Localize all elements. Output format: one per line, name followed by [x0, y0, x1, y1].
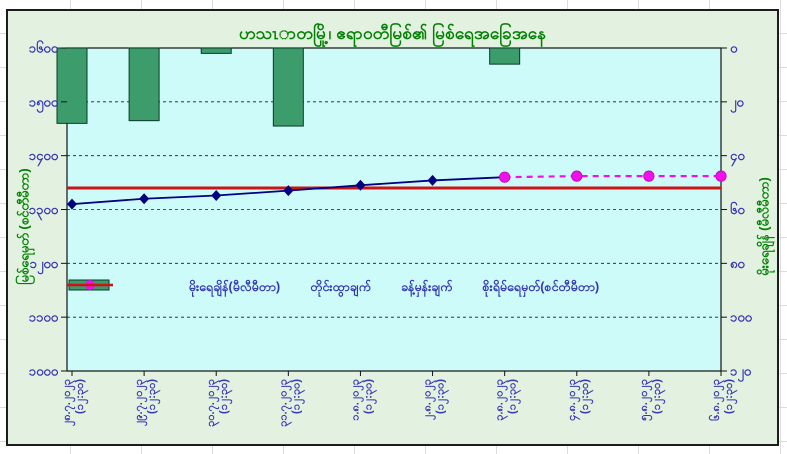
- legend-item: မိုးရေချိန်(မီလီမီတာ): [68, 279, 281, 298]
- rainfall-bar: [200, 47, 232, 54]
- left-axis-tick-label: ၁၄၀၀: [29, 148, 59, 167]
- x-axis-date-label: ၃.၈.၂၀၂၃: [494, 378, 509, 421]
- measured-point: [355, 179, 366, 191]
- legend-label: မိုးရေချိန်(မီလီမီတာ): [188, 280, 281, 294]
- legend-item: ခန့်မှန်းချက်: [67, 280, 453, 298]
- rainfall-bar: [489, 47, 521, 65]
- right-axis-tick-label: ၆၀: [730, 201, 745, 217]
- left-axis-tick-label: ၁၅၀၀: [29, 94, 59, 113]
- forecast-point: [571, 170, 583, 182]
- x-axis-date-label: ၄.၈.၂၀၂၃: [566, 378, 581, 421]
- legend-item: တိုင်းထွာချက်: [67, 280, 371, 298]
- right-axis-tick-label: ၀: [730, 41, 738, 56]
- left-axis-tick-label: ၁၁၀၀: [29, 310, 59, 325]
- rainfall-bar: [56, 47, 88, 124]
- x-axis-time-label: (၁၂:၃၀): [218, 379, 233, 414]
- right-axis-tick-label: ၁၂၀: [730, 364, 752, 383]
- legend-swatch-hline: [67, 283, 113, 287]
- chart-title: ဟသၤာတမြို့၊ ဧရာဝတီမြစ်၏ မြစ်ရေအခြေအနေ: [238, 24, 547, 43]
- x-axis-time-label: (၁၂:၃၀): [362, 379, 377, 414]
- forecast-point: [499, 171, 511, 183]
- x-axis-date-label: ၂.၈.၂၀၂၃: [422, 378, 437, 420]
- x-axis-time-label: (၁၂:၃၀): [507, 379, 522, 414]
- forecast-point: [715, 170, 727, 182]
- x-axis-date-label: ၅.၈.၂၀၂၃: [638, 378, 653, 421]
- left-axis-tick-label: ၁၂၀၀: [30, 256, 59, 275]
- right-axis-tick-label: ၄၀: [730, 148, 745, 167]
- measured-point: [283, 185, 294, 197]
- left-axis-tick-label: ၁၃၀၀: [29, 202, 59, 221]
- measured-point: [67, 198, 77, 210]
- x-axis-time-label: (၁၂:၃၀): [579, 379, 594, 414]
- forecast-line: [504, 175, 721, 179]
- chart-legend: မိုးရေချိန်(မီလီမီတာ) တိုင်းထွာချက် ခန့်မှ…: [67, 278, 721, 300]
- right-axis-tick-label: ၈၀: [730, 256, 745, 271]
- rainfall-bar: [128, 47, 160, 122]
- forecast-point: [643, 170, 655, 182]
- legend-item: စိုးရိမ်ရေမှတ်(စင်တီမီတာ): [67, 280, 600, 298]
- x-axis-time-label: (၁၂:၃၀): [435, 379, 450, 414]
- x-axis-date-label: ၆.၈.၂၀၂၃: [709, 378, 725, 421]
- x-axis-time-label: (၁၂:၃၀): [723, 379, 738, 414]
- x-axis-time-label: (၁၂:၃၀): [651, 379, 666, 414]
- measured-point: [139, 193, 150, 205]
- measured-point: [427, 174, 438, 186]
- left-axis-tick-label: ၁၀၀၀: [29, 364, 59, 379]
- left-axis-tick-label: ၁၆၀၀: [29, 40, 59, 56]
- x-axis-date-label: ၃၁.၇.၂၀၂၃: [277, 378, 292, 427]
- right-axis-tick-label: ၂၀: [730, 94, 744, 113]
- legend-label: တိုင်းထွာချက်: [310, 280, 371, 294]
- x-axis-time-label: (၁၂:၃၀): [146, 379, 161, 414]
- legend-label: စိုးရိမ်ရေမှတ်(စင်တီမီတာ): [482, 280, 600, 294]
- rainfall-bar: [272, 47, 304, 127]
- x-axis-date-label: ၂၈.၇.၂၀၂၃: [61, 378, 76, 426]
- right-axis-tick-label: ၁၀၀: [730, 310, 753, 325]
- x-axis-time-label: (၁၂:၃၀): [290, 379, 305, 414]
- x-axis-date-label: ၂၉.၇.၂၀၂၃: [133, 378, 148, 426]
- x-axis-date-label: ၁.၈.၂၀၂၃: [349, 378, 364, 421]
- x-axis-time-label: (၁၂:၃၀): [74, 379, 89, 414]
- measured-point: [211, 190, 222, 202]
- x-axis-date-label: ၃၀.၇.၂၀၂၃: [205, 378, 220, 427]
- legend-label: ခန့်မှန်းချက်: [400, 280, 453, 294]
